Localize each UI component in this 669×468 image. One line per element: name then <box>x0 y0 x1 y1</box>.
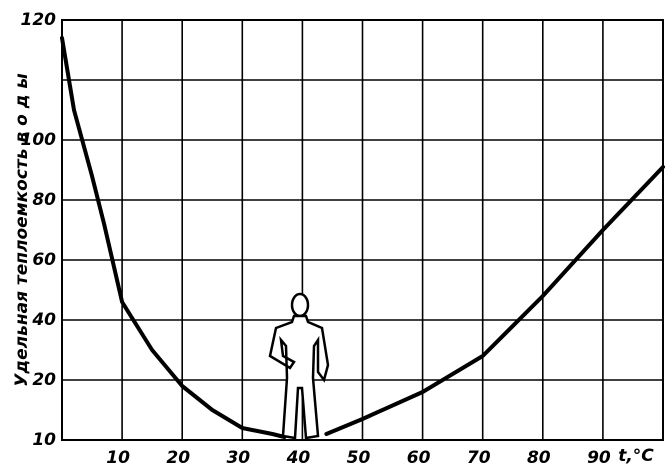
x-tick-label: 50 <box>347 448 371 468</box>
x-tick-label: 80 <box>527 448 551 468</box>
y-tick-label: 20 <box>32 370 56 390</box>
y-tick-label: 80 <box>32 190 56 210</box>
x-tick-label: 40 <box>286 448 311 468</box>
y-axis-label: Удельная теплоемкость в о д ы <box>12 73 32 386</box>
y-tick-label: 10 <box>32 430 56 450</box>
y-tick-label: 40 <box>31 310 56 330</box>
x-tick-label: 10 <box>106 448 130 468</box>
person-figure <box>270 294 328 438</box>
x-axis-label: t,°C <box>618 446 654 466</box>
y-tick-label: 100 <box>21 130 57 150</box>
chart: Удельная теплоемкость в о д ы t,°C 10 20 4… <box>0 0 669 468</box>
x-tick-label: 20 <box>166 448 190 468</box>
x-tick-label: 90 <box>587 448 611 468</box>
x-tick-label: 60 <box>407 448 431 468</box>
x-tick-label: 30 <box>226 448 250 468</box>
y-tick-label: 120 <box>21 10 57 30</box>
y-tick-label: 60 <box>32 250 56 270</box>
x-tick-label: 70 <box>467 448 491 468</box>
